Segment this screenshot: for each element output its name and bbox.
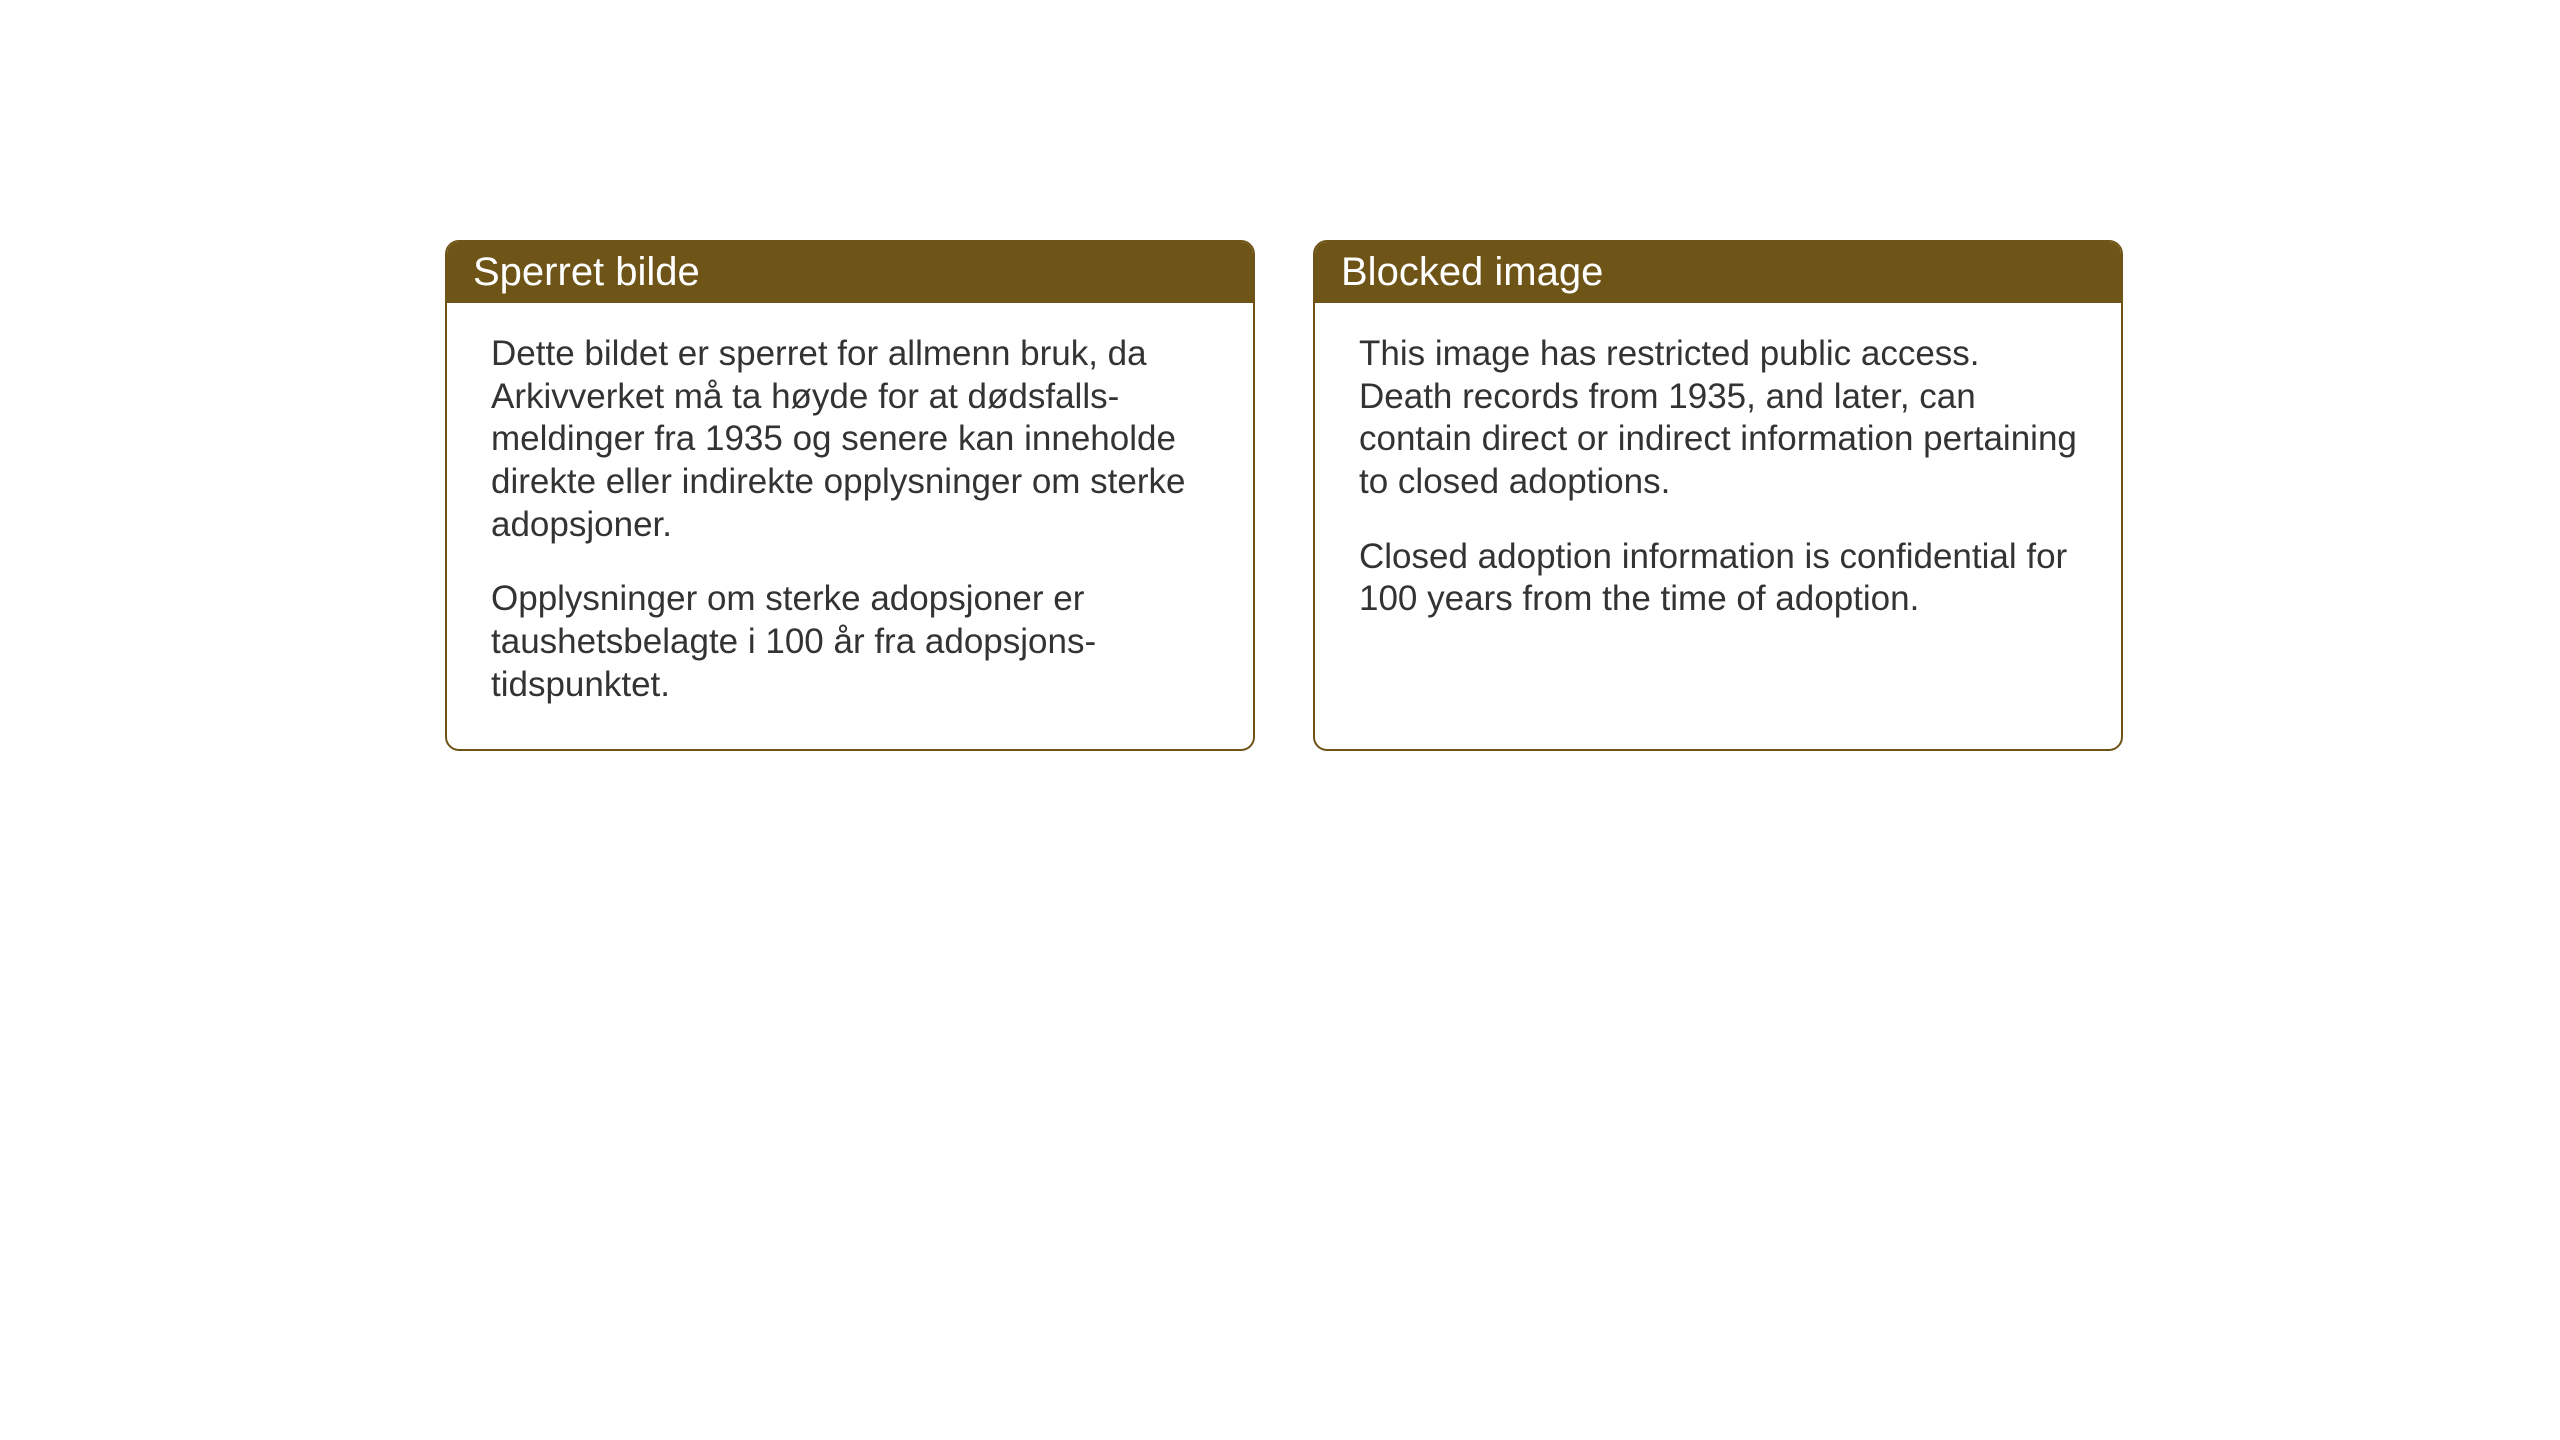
norwegian-paragraph-2: Opplysninger om sterke adopsjoner er tau… [491, 578, 1209, 706]
norwegian-paragraph-1: Dette bildet er sperret for allmenn bruk… [491, 333, 1209, 546]
norwegian-card-body: Dette bildet er sperret for allmenn bruk… [447, 303, 1253, 749]
english-notice-card: Blocked image This image has restricted … [1313, 240, 2123, 751]
notice-cards-container: Sperret bilde Dette bildet er sperret fo… [445, 240, 2123, 751]
english-paragraph-1: This image has restricted public access.… [1359, 333, 2077, 504]
english-card-title: Blocked image [1315, 242, 2121, 303]
english-paragraph-2: Closed adoption information is confident… [1359, 536, 2077, 621]
norwegian-card-title: Sperret bilde [447, 242, 1253, 303]
norwegian-notice-card: Sperret bilde Dette bildet er sperret fo… [445, 240, 1255, 751]
english-card-body: This image has restricted public access.… [1315, 303, 2121, 663]
